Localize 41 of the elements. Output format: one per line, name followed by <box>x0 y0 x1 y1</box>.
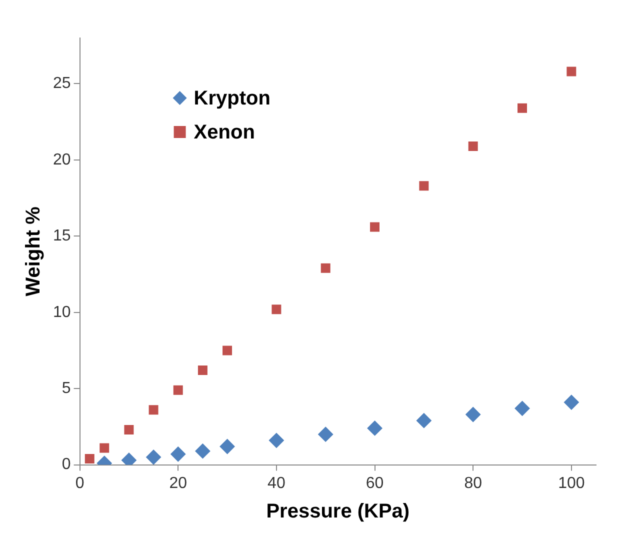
x-tick-label: 40 <box>268 474 286 492</box>
point <box>198 366 208 376</box>
legend-label: Krypton <box>194 88 270 110</box>
point <box>419 181 429 191</box>
y-tick-label: 15 <box>53 228 71 245</box>
point <box>220 439 235 454</box>
point <box>170 446 186 462</box>
point <box>564 394 579 410</box>
point <box>195 444 210 459</box>
legend-label: Xenon <box>194 122 255 144</box>
x-tick-label: 100 <box>558 474 585 492</box>
point <box>518 103 527 113</box>
point <box>466 407 481 422</box>
point <box>370 222 380 232</box>
x-axis-title: Pressure (KPa) <box>266 500 410 523</box>
y-tick-label: 10 <box>53 304 71 321</box>
point <box>100 443 110 453</box>
y-tick-label: 20 <box>53 151 71 168</box>
point <box>146 450 162 465</box>
point <box>367 420 382 436</box>
x-tick-label: 80 <box>464 474 482 492</box>
point <box>318 426 334 442</box>
point <box>148 405 158 415</box>
point <box>468 141 478 151</box>
y-tick-label: 25 <box>53 75 71 92</box>
point <box>514 400 530 416</box>
point <box>84 454 94 464</box>
point <box>272 304 282 314</box>
y-tick-label: 0 <box>62 456 71 474</box>
point <box>268 432 284 448</box>
point <box>173 385 183 395</box>
point <box>320 263 330 273</box>
point <box>222 346 232 356</box>
x-tick-label: 60 <box>366 474 384 492</box>
point <box>566 66 576 76</box>
x-tick-label: 20 <box>169 474 188 492</box>
point <box>416 413 432 428</box>
point <box>124 425 134 434</box>
y-axis-title: Weight % <box>22 206 45 296</box>
y-tick-label: 5 <box>62 380 71 397</box>
x-tick-label: 0 <box>75 474 84 492</box>
